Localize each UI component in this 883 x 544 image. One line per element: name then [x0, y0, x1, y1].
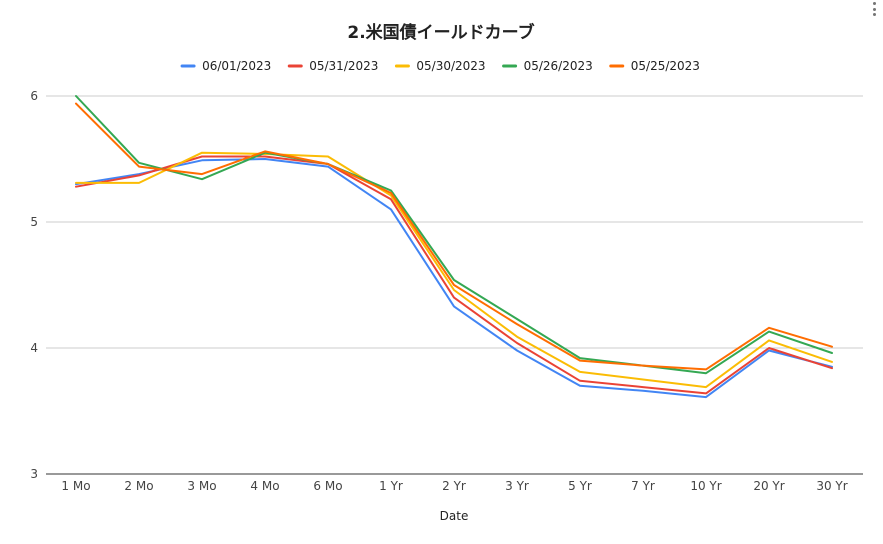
x-tick-label: 2 Mo	[124, 479, 153, 493]
x-axis: 1 Mo 2 Mo 3 Mo 4 Mo 6 Mo 1 Yr 2 Yr 3 Yr 5 Yr 7 Yr…	[61, 479, 847, 493]
y-axis: 3 4 5 6	[30, 89, 38, 481]
y-tick-label: 3	[30, 467, 38, 481]
legend-item[interactable]: 05/26/2023	[502, 59, 593, 73]
gridlines	[46, 95, 863, 475]
x-axis-label: Date	[440, 509, 469, 523]
x-tick-label: 3 Yr	[505, 479, 529, 493]
x-tick-label: 7 Yr	[631, 479, 655, 493]
x-tick-label: 6 Mo	[313, 479, 342, 493]
x-tick-label: 30 Yr	[816, 479, 847, 493]
x-tick-label: 10 Yr	[690, 479, 721, 493]
legend-label: 05/25/2023	[631, 59, 700, 73]
x-tick-label: 4 Mo	[250, 479, 279, 493]
series-lines	[75, 95, 833, 399]
chart-title: 2.米国債イールドカーブ	[347, 22, 534, 43]
y-tick-label: 5	[30, 215, 38, 229]
series-line	[75, 102, 833, 371]
legend-label: 05/31/2023	[309, 59, 378, 73]
x-tick-label: 1 Yr	[379, 479, 403, 493]
more-vert-icon[interactable]	[868, 2, 880, 20]
legend-item[interactable]: 06/01/2023	[180, 59, 271, 73]
series-line	[75, 151, 833, 389]
legend[interactable]: 06/01/2023 05/31/2023 05/30/2023 05/26/2023…	[180, 59, 700, 73]
x-tick-label: 1 Mo	[61, 479, 90, 493]
x-tick-label: 20 Yr	[753, 479, 784, 493]
series-line	[75, 95, 833, 375]
legend-item[interactable]: 05/31/2023	[287, 59, 378, 73]
series-line	[75, 155, 833, 395]
x-tick-label: 5 Yr	[568, 479, 592, 493]
legend-item[interactable]: 05/30/2023	[394, 59, 486, 73]
x-tick-label: 3 Mo	[187, 479, 216, 493]
legend-label: 05/30/2023	[416, 59, 485, 73]
y-tick-label: 6	[30, 89, 38, 103]
legend-label: 05/26/2023	[524, 59, 593, 73]
x-tick-label: 2 Yr	[442, 479, 466, 493]
legend-item[interactable]: 05/25/2023	[609, 59, 700, 73]
legend-label: 06/01/2023	[202, 59, 271, 73]
series-line	[75, 158, 833, 399]
y-tick-label: 4	[30, 341, 38, 355]
